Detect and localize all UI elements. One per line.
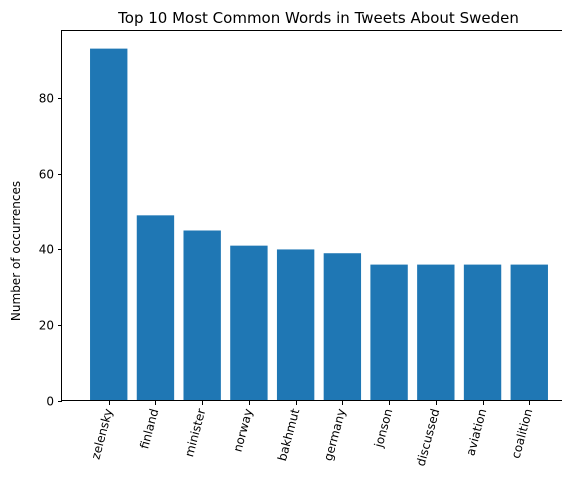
bar-coalition: [510, 264, 548, 401]
bar-finland: [136, 215, 175, 401]
chart-title: Top 10 Most Common Words in Tweets About…: [117, 9, 519, 27]
plot-frame: [61, 30, 562, 401]
bar-discussed: [417, 264, 455, 401]
y-tick-label: 0: [46, 395, 54, 409]
x-tick-label-finland: finland: [137, 407, 161, 450]
x-tick-label-norway: norway: [230, 407, 255, 453]
bar-norway: [230, 245, 268, 401]
bar-aviation: [463, 264, 502, 401]
y-tick-label: 20: [39, 319, 54, 333]
x-tick-label-jonson: jonson: [371, 407, 395, 450]
x-tick-label-minister: minister: [182, 407, 208, 458]
x-tick-label-aviation: aviation: [463, 407, 489, 457]
y-tick-label: 60: [39, 168, 54, 182]
y-axis-ticks: 0 20 40 60 80: [39, 92, 62, 409]
y-tick-label: 40: [39, 243, 54, 257]
bar-minister: [183, 230, 221, 401]
bar-zelensky: [90, 48, 128, 401]
y-axis-label: Number of occurrences: [9, 181, 23, 321]
x-tick-label-coalition: coalition: [509, 407, 536, 460]
x-tick-label-discussed: discussed: [414, 407, 443, 468]
x-tick-label-zelensky: zelensky: [88, 407, 115, 461]
x-tick-label-germany: germany: [321, 407, 348, 462]
bar-germany: [323, 253, 362, 401]
x-tick-label-bakhmut: bakhmut: [275, 407, 302, 463]
bar-jonson: [370, 264, 408, 401]
y-tick-label: 80: [39, 92, 54, 106]
bar-bakhmut: [276, 249, 315, 401]
x-axis-ticks: zelensky finland minister norway bakhmut germ…: [88, 401, 535, 468]
bars: [90, 48, 548, 401]
